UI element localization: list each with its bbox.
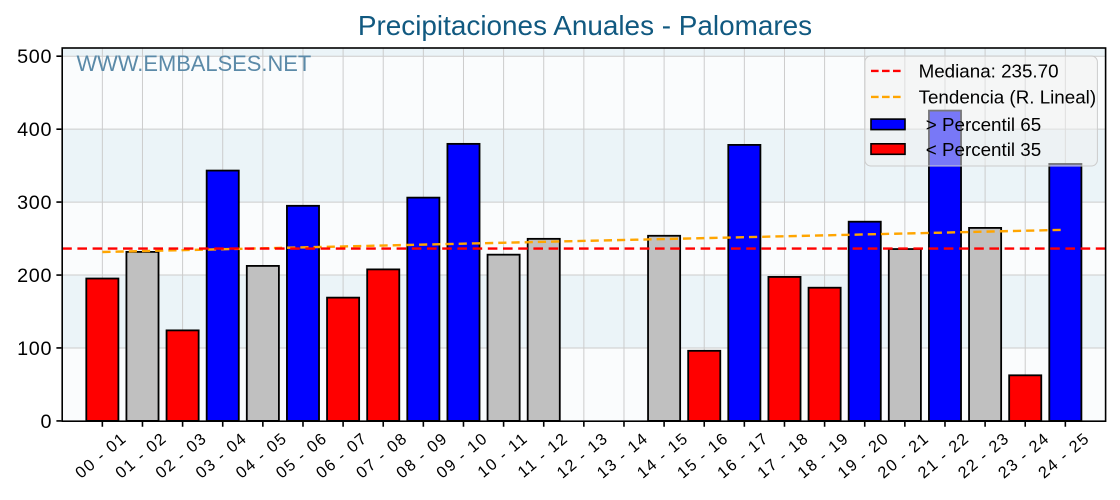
svg-text:> Percentil 65: > Percentil 65 bbox=[926, 114, 1041, 135]
svg-text:400: 400 bbox=[17, 119, 52, 141]
svg-text:Mediana: 235.70: Mediana: 235.70 bbox=[919, 60, 1059, 81]
svg-text:300: 300 bbox=[17, 192, 52, 214]
svg-text:100: 100 bbox=[17, 338, 52, 360]
svg-text:200: 200 bbox=[17, 265, 52, 287]
svg-text:Precipitaciones Anuales - Palo: Precipitaciones Anuales - Palomares bbox=[358, 10, 812, 41]
svg-text:0: 0 bbox=[41, 411, 53, 433]
svg-text:500: 500 bbox=[17, 46, 52, 68]
svg-text:< Percentil 35: < Percentil 35 bbox=[926, 139, 1041, 160]
svg-text:Tendencia (R. Lineal): Tendencia (R. Lineal) bbox=[919, 86, 1096, 107]
svg-text:WWW.EMBALSES.NET: WWW.EMBALSES.NET bbox=[77, 51, 312, 76]
